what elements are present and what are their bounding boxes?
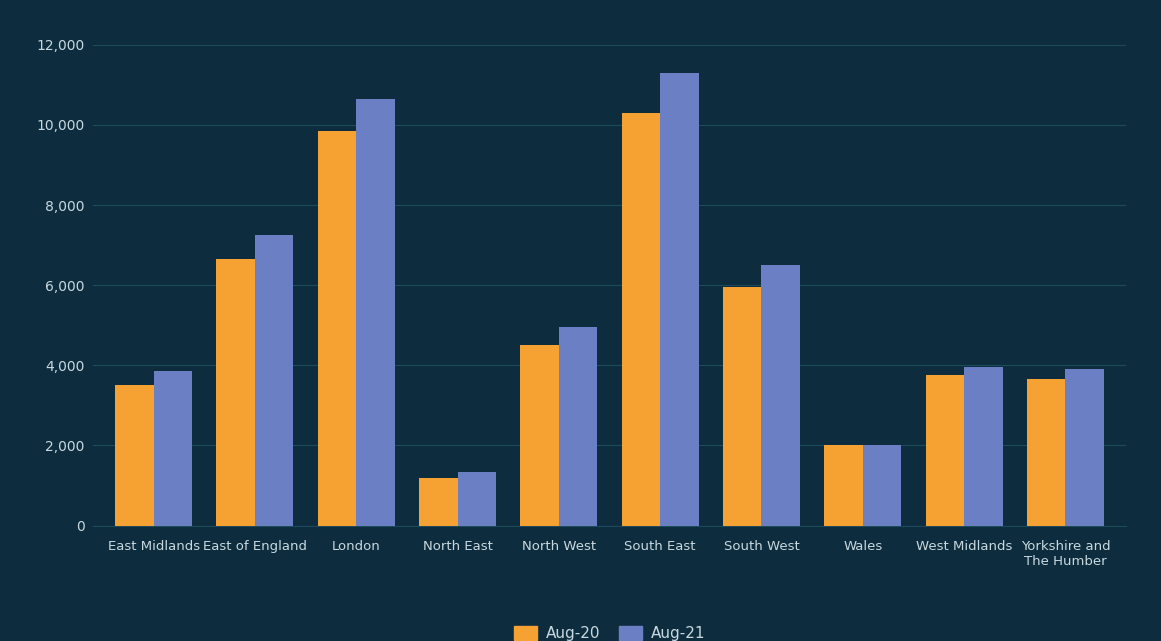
Bar — [621, 113, 661, 526]
Bar — [356, 99, 395, 526]
Bar — [863, 445, 901, 526]
Bar — [762, 265, 800, 526]
Legend: Aug-20, Aug-21: Aug-20, Aug-21 — [507, 620, 712, 641]
Bar — [824, 445, 863, 526]
Bar — [216, 259, 255, 526]
Bar — [1026, 379, 1066, 526]
Bar — [661, 73, 699, 526]
Bar — [520, 345, 558, 526]
Bar — [964, 367, 1003, 526]
Bar — [255, 235, 294, 526]
Bar — [153, 371, 193, 526]
Bar — [457, 472, 496, 526]
Bar — [318, 131, 356, 526]
Bar — [419, 478, 457, 526]
Bar — [558, 328, 598, 526]
Bar — [925, 376, 964, 526]
Bar — [115, 385, 153, 526]
Bar — [1066, 369, 1104, 526]
Bar — [723, 287, 762, 526]
